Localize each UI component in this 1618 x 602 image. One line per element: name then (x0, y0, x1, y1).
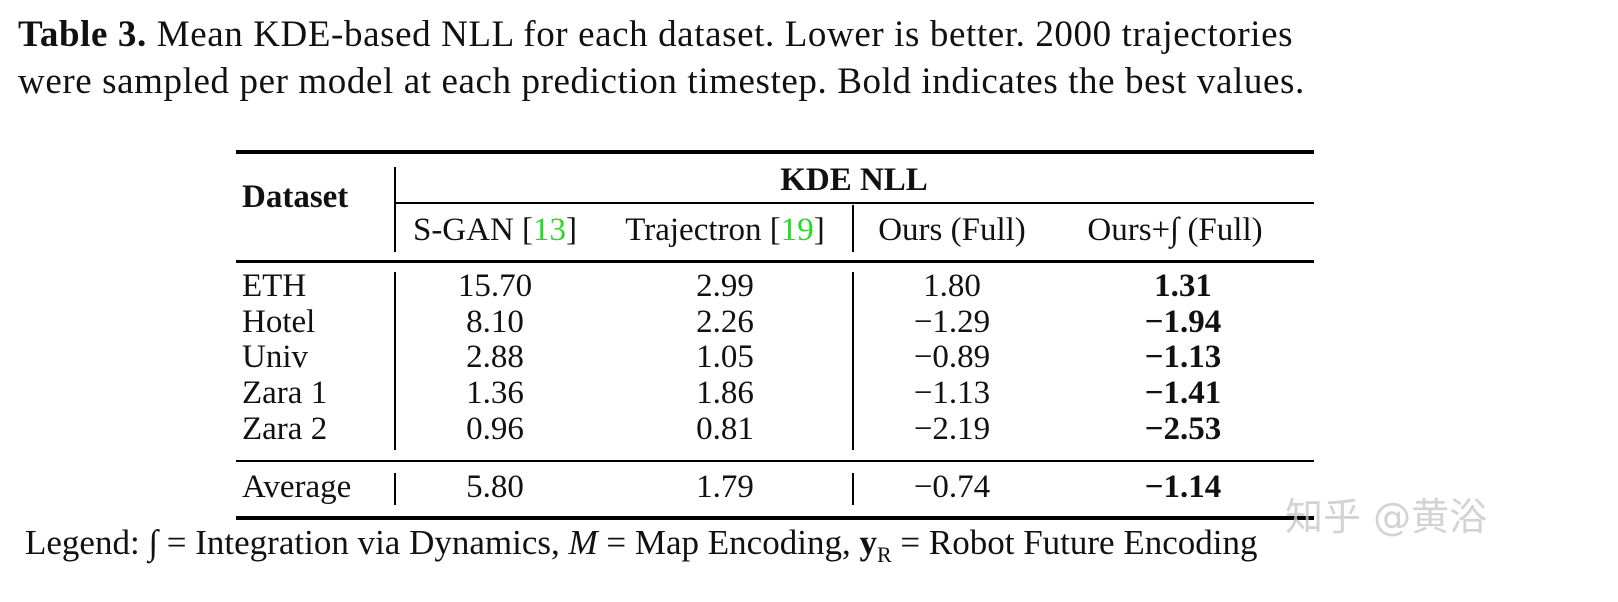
vline (394, 272, 396, 450)
cell-value: 1.79 (696, 469, 754, 505)
cell-value: 15.70 (457, 268, 533, 304)
legend-symbol: M (568, 523, 598, 562)
row-label: Zara 2 (242, 411, 328, 447)
caption-line: were sampled per model at each predictio… (18, 61, 1305, 102)
header-rule (236, 260, 1314, 263)
cell-value: 1.86 (696, 375, 754, 411)
vline (394, 473, 396, 505)
vline (394, 167, 396, 252)
vline (852, 205, 854, 252)
cell-value: −1.13 (913, 375, 991, 411)
legend-subscript: R (876, 542, 892, 567)
cell-value: 1.05 (696, 339, 754, 375)
column-header: Ours+∫ (Full) (1087, 214, 1262, 247)
cell-value: −0.89 (913, 339, 991, 375)
column-name: Ours+∫ (Full) (1087, 212, 1263, 248)
caption-line: Table 3. Mean KDE-based NLL for each dat… (18, 16, 1293, 53)
cell-value: 2.26 (696, 304, 754, 340)
column-name: ] (566, 212, 578, 248)
legend-text: Legend: (25, 523, 149, 562)
row-header: Dataset (242, 179, 349, 215)
cell-value: 1.36 (466, 375, 524, 411)
row-label: ETH (242, 268, 307, 304)
column-name: S-GAN [ (412, 212, 534, 248)
cell-value: −1.94 (1144, 304, 1222, 340)
caption-text: Mean KDE-based NLL for each dataset. Low… (146, 14, 1294, 55)
row-label: Zara 1 (242, 375, 328, 411)
legend-text: = Map Encoding, (597, 523, 860, 562)
cell-value: −2.53 (1144, 411, 1222, 447)
legend-text: = Integration via Dynamics, (158, 523, 569, 562)
column-header: Ours (Full) (878, 214, 1026, 247)
legend: Legend: ∫ = Integration via Dynamics, M … (25, 525, 1257, 566)
cell-value: 5.80 (466, 469, 524, 505)
citation: 13 (533, 212, 567, 248)
mid-rule (394, 202, 1314, 204)
row-label: Hotel (242, 304, 316, 340)
cell-value: −1.29 (913, 304, 991, 340)
cell-value: −1.13 (1144, 339, 1222, 375)
citation: 19 (780, 212, 814, 248)
vline (852, 272, 854, 450)
top-rule (236, 150, 1314, 154)
avg-rule (236, 460, 1314, 462)
watermark: 知乎 @黄浴 (1285, 495, 1488, 539)
column-header: Trajectron [19] (625, 214, 825, 247)
cell-value: 0.81 (696, 411, 754, 447)
group-header: KDE NLL (780, 162, 928, 198)
column-name: Trajectron [ (625, 212, 781, 248)
caption-label: Table 3. (18, 14, 147, 55)
column-name: ] (813, 212, 825, 248)
cell-value: −1.14 (1144, 469, 1222, 505)
cell-value: −2.19 (913, 411, 991, 447)
cell-value: −0.74 (913, 469, 991, 505)
cell-value: 2.99 (696, 268, 754, 304)
legend-symbol: ∫ (148, 523, 159, 562)
legend-symbol: y (859, 523, 877, 562)
cell-value: 0.96 (466, 411, 524, 447)
row-label: Univ (242, 339, 308, 375)
cell-value: 8.10 (466, 304, 524, 340)
cell-value: 2.88 (466, 339, 524, 375)
legend-text: = Robot Future Encoding (891, 523, 1258, 562)
cell-value: 1.80 (923, 268, 981, 304)
vline (852, 473, 854, 505)
cell-value: −1.41 (1144, 375, 1222, 411)
column-header: S-GAN [13] (413, 214, 577, 247)
column-name: Ours (Full) (878, 212, 1026, 248)
cell-value: 1.31 (1154, 268, 1212, 304)
bottom-rule (236, 516, 1314, 520)
row-label: Average (242, 469, 352, 505)
